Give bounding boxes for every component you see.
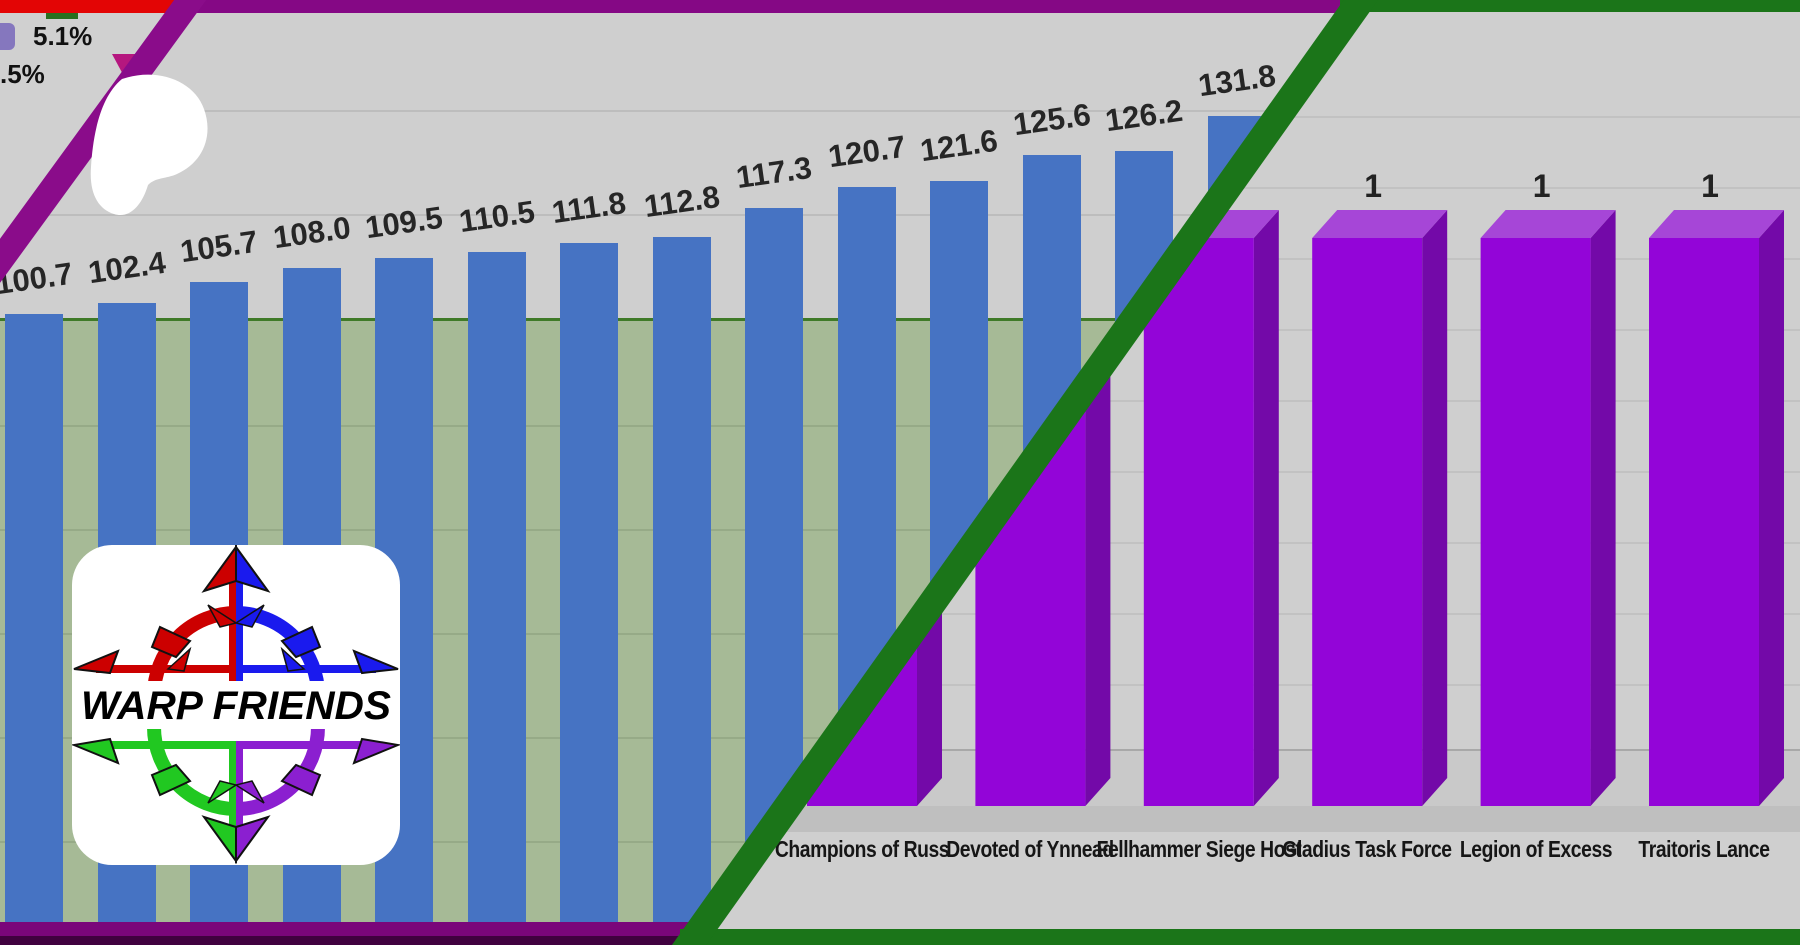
bar-value-label: 112.8	[641, 178, 722, 225]
bar-value-label: 121.6	[918, 122, 1000, 169]
bar-value-label: 131.8	[1195, 57, 1278, 103]
bar-value-label: 100.7	[0, 256, 75, 302]
south-barb-purple	[234, 780, 265, 804]
bar-front-6	[1649, 238, 1759, 806]
east-arrowhead-purple	[352, 737, 402, 765]
bar-value-label: 117.3	[733, 150, 814, 196]
east-arrow-blue	[236, 665, 376, 673]
bar-top-5	[1480, 210, 1616, 238]
bar-value-label: 102.4	[85, 245, 168, 291]
category-label: Champions of Russ	[774, 836, 950, 862]
bar-side-5	[1590, 210, 1616, 806]
category-label: Legion of Excess	[1459, 836, 1613, 862]
pie-green-fragment	[46, 13, 78, 19]
west-arrowhead-red	[73, 649, 120, 675]
south-barb-green	[207, 780, 238, 804]
ne-barb-blue	[280, 625, 322, 659]
bar-value-label: 110.5	[456, 193, 537, 239]
bar-front-4	[1312, 238, 1423, 806]
east-arrowhead-blue	[352, 649, 399, 675]
bar-value-label: 1	[1364, 168, 1383, 204]
bar-value-label: 125.6	[1010, 97, 1093, 143]
bar-value-label: 120.7	[825, 128, 908, 174]
bar-value-label: 1	[1701, 168, 1719, 204]
se-barb-purple	[280, 763, 322, 797]
bar-112.8	[652, 237, 711, 945]
legend-swatch	[0, 23, 15, 50]
legend-label: 5.1%	[33, 21, 93, 51]
west-arrow-green	[96, 741, 236, 749]
bar-value-label: 111.8	[549, 185, 629, 231]
bar-side-6	[1759, 210, 1784, 806]
bar-110.5	[467, 251, 526, 945]
west-barb-red	[166, 646, 192, 672]
bar-front-5	[1480, 238, 1591, 806]
north-arrow-blue	[236, 571, 243, 681]
sw-barb-green	[150, 763, 192, 797]
bar-value-label: 108.0	[270, 209, 353, 255]
east-arrow-purple	[236, 741, 376, 749]
north-arrow-red	[229, 571, 236, 681]
bar-value-label: 109.5	[363, 199, 445, 246]
north-arrowhead-blue	[235, 543, 271, 593]
bar-111.8	[560, 243, 618, 945]
diagonal-barbs	[150, 625, 322, 797]
category-label: Gladius Task Force	[1282, 836, 1453, 862]
bar-front-3	[1143, 238, 1254, 806]
logo-text-band	[72, 681, 400, 729]
north-barb-blue	[234, 604, 265, 628]
category-label: Fellhammer Siege Host	[1096, 836, 1302, 862]
bar-100.7	[5, 314, 63, 945]
south-arrow-purple	[236, 741, 243, 841]
bar-value-label: 105.7	[178, 224, 260, 270]
west-arrow-red	[96, 665, 236, 673]
bar-value-label: 1	[1532, 168, 1551, 204]
east-barb-blue	[280, 646, 306, 672]
category-label: Devoted of Ynnead	[946, 836, 1115, 862]
north-barb-red	[207, 604, 238, 628]
category-label: Traitoris Lance	[1638, 836, 1770, 862]
logo-text: WARP FRIENDS	[81, 684, 391, 728]
bar-value-label: 126.2	[1103, 93, 1185, 139]
patreon-logo-blob	[90, 74, 208, 216]
warp-friends-logo-card: WARP FRIENDS	[70, 543, 402, 865]
south-arrow-green	[229, 741, 236, 841]
bar-side-3	[1253, 210, 1279, 806]
chaos-star-logo: WARP FRIENDS	[70, 543, 402, 865]
bar-top-6	[1649, 210, 1784, 238]
bar-side-4	[1422, 210, 1448, 806]
west-arrowhead-green	[70, 737, 120, 765]
legend-label: .5%	[0, 59, 45, 89]
south-arrowhead-purple	[235, 815, 271, 865]
nw-barb-red	[150, 625, 192, 659]
